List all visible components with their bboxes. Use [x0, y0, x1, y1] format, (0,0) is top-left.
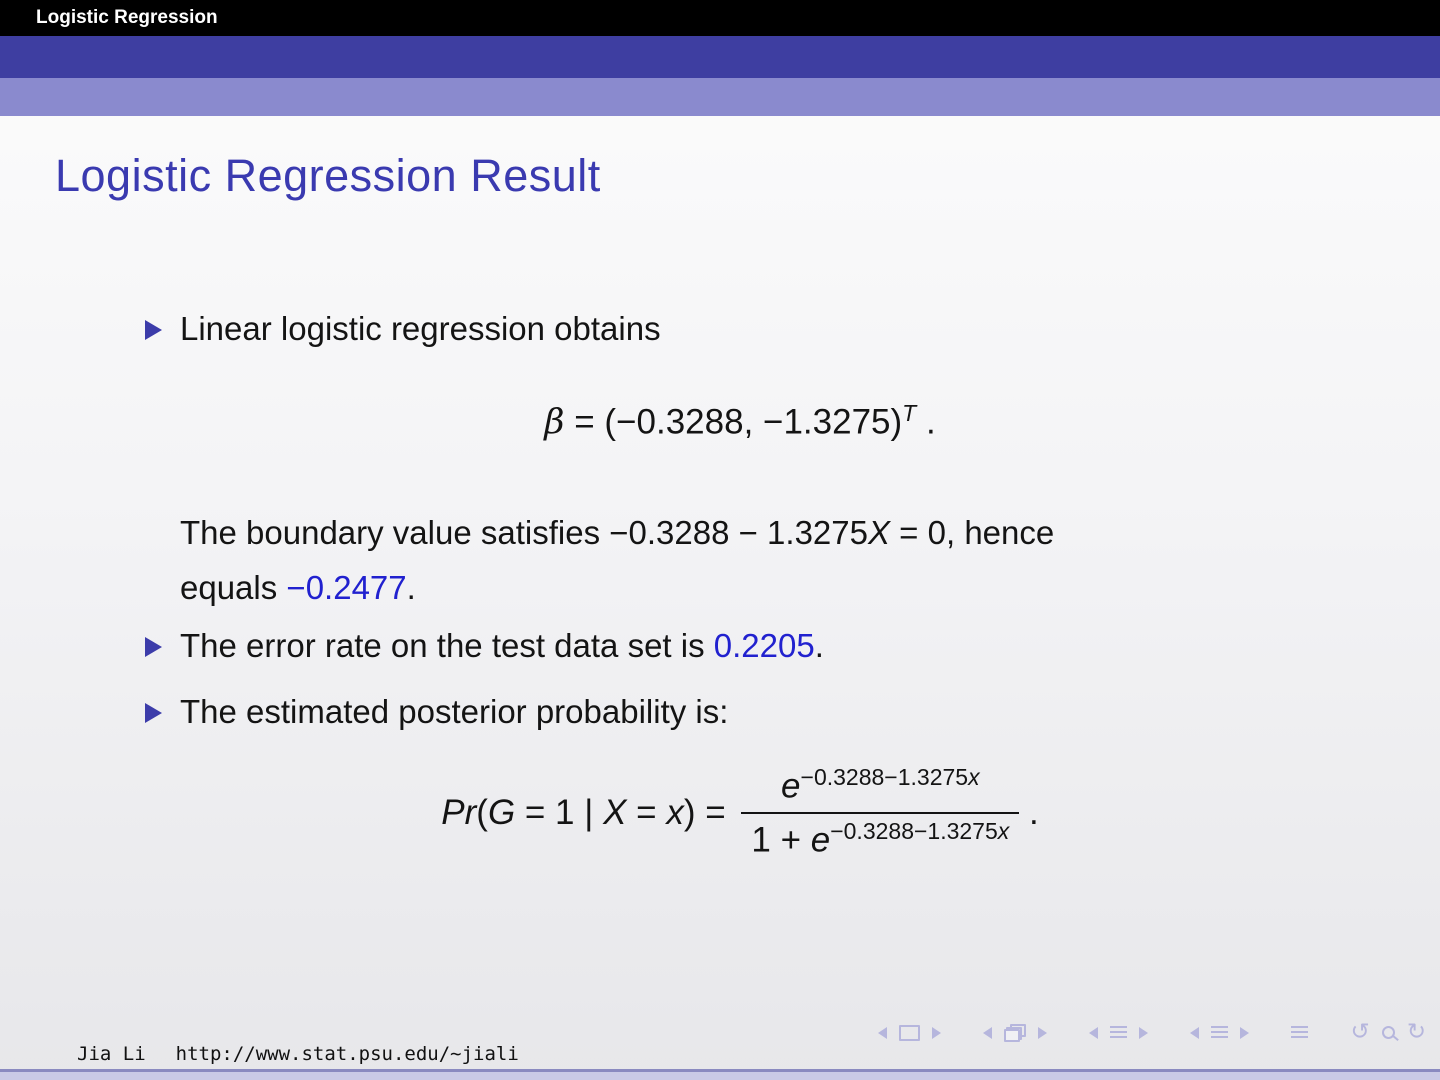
math-variable-x: x [666, 793, 684, 833]
fraction-denominator: 1 + e−0.3288−1.3275x [741, 811, 1020, 861]
math-period: . [916, 402, 936, 442]
math-exponent: −0.3288−1.3275x [830, 818, 1009, 844]
search-icon[interactable] [1381, 1026, 1395, 1039]
math-variable-x-cap: X [603, 793, 627, 833]
bottom-accent-strip [0, 1069, 1440, 1080]
exponent-coefficients: −0.3288−1.3275 [800, 764, 969, 790]
exponent-coefficients: −0.3288−1.3275 [830, 817, 998, 844]
header-accent-bar [0, 36, 1440, 78]
next-subsection-icon[interactable] [1240, 1026, 1250, 1039]
posterior-fraction: e−0.3288−1.3275x 1 + e−0.3288−1.3275x [741, 766, 1020, 861]
bullet-triangle-icon [145, 320, 162, 340]
footer-author: Jia Li [77, 1043, 146, 1065]
boundary-text: = 0, hence [890, 514, 1055, 551]
header-accent-bar-light [0, 78, 1440, 116]
math-variable-x: X [868, 514, 891, 551]
posterior-lhs: Pr(G = 1 | X = x) = [441, 793, 735, 833]
undo-icon[interactable]: ↺ [1350, 1019, 1370, 1045]
exponent-variable: x [968, 764, 980, 790]
math-e: e [781, 766, 801, 806]
slide-title: Logistic Regression Result [55, 150, 601, 201]
math-paren: ( [476, 793, 488, 833]
prev-section-icon[interactable] [1089, 1026, 1099, 1039]
bullet-text: The estimated posterior probability is: [180, 693, 729, 730]
math-period: . [1019, 793, 1039, 833]
prev-slide-icon[interactable] [878, 1026, 888, 1039]
math-equals: = 1 [515, 793, 585, 833]
subsection-list-icon[interactable] [1211, 1026, 1229, 1039]
next-frame-icon[interactable] [1038, 1026, 1048, 1039]
beta-formula: β = (−0.3288, −1.3275)T . [100, 402, 1380, 443]
bullet-item-posterior: The estimated posterior probability is: [145, 693, 728, 731]
math-exponent: −0.3288−1.3275x [801, 764, 980, 790]
math-pipe: | [584, 793, 604, 833]
bullet-triangle-icon [145, 637, 162, 657]
boundary-line-2: equals −0.2477. [180, 560, 1054, 615]
appendix-list-icon[interactable] [1291, 1026, 1309, 1039]
denominator-text: 1 + [751, 820, 811, 860]
math-vector-value: (−0.3288, −1.3275) [604, 402, 903, 442]
boundary-line-1: The boundary value satisfies −0.3288 − 1… [180, 505, 1054, 560]
boundary-value-highlight: −0.2477 [286, 569, 407, 607]
footer: Jia Li http://www.stat.psu.edu/∼jiali [77, 1043, 519, 1065]
next-section-icon[interactable] [1139, 1026, 1149, 1039]
error-rate-highlight: 0.2205 [713, 627, 815, 664]
section-list-icon[interactable] [1110, 1026, 1128, 1039]
boundary-text: The boundary value satisfies −0.3288 − 1… [180, 514, 868, 551]
math-equals: = [626, 793, 667, 833]
frame-icon[interactable] [899, 1024, 921, 1041]
bullet-triangle-icon [145, 703, 162, 723]
math-e: e [810, 820, 831, 860]
bullet-item-linear-logistic: Linear logistic regression obtains [145, 310, 661, 348]
next-slide-icon[interactable] [932, 1026, 942, 1039]
header-bar: Logistic Regression [0, 0, 1440, 36]
boundary-text: equals [180, 569, 287, 607]
posterior-formula: Pr(G = 1 | X = x) = e−0.3288−1.3275x 1 +… [100, 766, 1380, 860]
math-equals: = [564, 402, 605, 442]
math-beta: β [544, 402, 565, 443]
beamer-navigation-bar: ↺ ↻ [878, 1021, 1426, 1044]
math-transpose-sup: T [902, 400, 917, 426]
bullet-text: The error rate on the test data set is 0… [180, 627, 824, 665]
math-pr: Pr [441, 793, 477, 833]
frame-stack-icon[interactable] [1004, 1023, 1027, 1042]
math-variable-g: G [487, 793, 516, 833]
bullet-text: Linear logistic regression obtains [180, 310, 661, 347]
boundary-text: . [406, 569, 416, 607]
math-paren: ) = [683, 793, 736, 833]
footer-url: http://www.stat.psu.edu/∼jiali [175, 1043, 519, 1065]
error-rate-text: The error rate on the test data set is [180, 627, 714, 664]
exponent-variable: x [997, 817, 1010, 844]
prev-frame-icon[interactable] [983, 1026, 993, 1039]
redo-icon[interactable]: ↻ [1406, 1019, 1426, 1045]
bullet-item-error-rate: The error rate on the test data set is 0… [145, 627, 824, 665]
prev-subsection-icon[interactable] [1190, 1026, 1200, 1039]
fraction-numerator: e−0.3288−1.3275x [741, 766, 1019, 812]
boundary-paragraph: The boundary value satisfies −0.3288 − 1… [180, 505, 1054, 616]
header-section-title: Logistic Regression [36, 7, 218, 28]
error-rate-text: . [814, 627, 824, 664]
